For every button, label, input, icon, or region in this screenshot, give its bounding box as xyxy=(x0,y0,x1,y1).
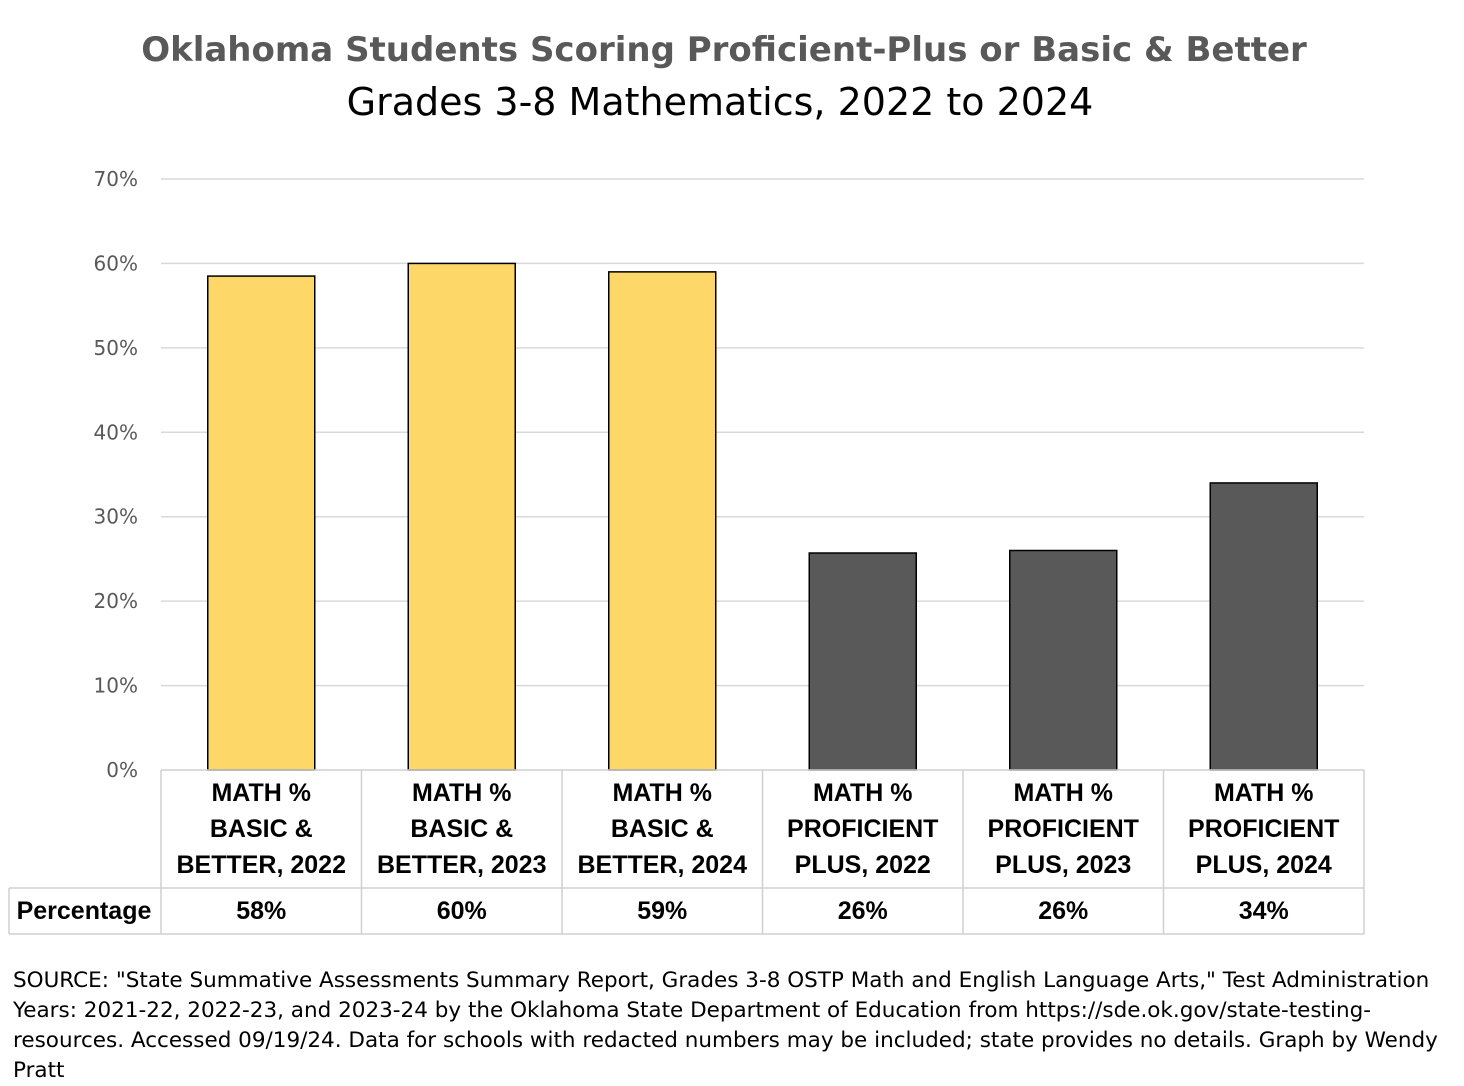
table-value: 34% xyxy=(1239,897,1289,925)
x-category-label: MATH % xyxy=(813,779,913,807)
x-category-label: PROFICIENT xyxy=(787,815,938,843)
bar-chart: 0% 10% 20% 30% 40% 50% 60% 70% MATH % BASIC & BETT… xyxy=(8,167,1365,935)
x-category-label: MATH % xyxy=(1013,779,1113,807)
x-category-label: MATH % xyxy=(412,779,512,807)
x-category-label: MATH % xyxy=(211,779,311,807)
table-value: 26% xyxy=(838,897,888,925)
x-category-label: PLUS, 2022 xyxy=(795,851,931,879)
x-category-label: PLUS, 2023 xyxy=(995,851,1131,879)
x-category-label: BASIC & xyxy=(210,815,313,843)
bar xyxy=(207,275,316,771)
x-category-label: BETTER, 2023 xyxy=(377,851,547,879)
y-tick-label: 30% xyxy=(94,505,138,529)
chart-title: Oklahoma Students Scoring Proficient-Plu… xyxy=(141,30,1307,70)
source-note: SOURCE: "State Summative Assessments Sum… xyxy=(13,968,1438,1083)
y-tick-label: 0% xyxy=(106,758,138,782)
bar xyxy=(1009,549,1118,771)
x-category-label: BASIC & xyxy=(410,815,513,843)
x-category-label: BASIC & xyxy=(611,815,714,843)
table-value: 59% xyxy=(637,897,687,925)
x-category-label: MATH % xyxy=(612,779,712,807)
table-value: 58% xyxy=(236,897,286,925)
x-category-label: BETTER, 2024 xyxy=(577,851,747,879)
bar xyxy=(1209,482,1318,771)
table-value: 26% xyxy=(1038,897,1088,925)
y-tick-label: 10% xyxy=(94,674,138,698)
y-tick-label: 70% xyxy=(94,167,138,191)
x-category-label: PLUS, 2024 xyxy=(1196,851,1332,879)
chart-subtitle: Grades 3-8 Mathematics, 2022 to 2024 xyxy=(346,80,1094,124)
y-tick-label: 60% xyxy=(94,251,138,275)
x-category-label: BETTER, 2022 xyxy=(176,851,346,879)
bar xyxy=(407,262,516,771)
x-category-label: PROFICIENT xyxy=(1188,815,1339,843)
y-tick-label: 20% xyxy=(94,589,138,613)
y-tick-label: 50% xyxy=(94,336,138,360)
table-value: 60% xyxy=(437,897,487,925)
y-tick-label: 40% xyxy=(94,420,138,444)
table-row-label: Percentage xyxy=(17,897,152,925)
x-category-label: PROFICIENT xyxy=(988,815,1139,843)
bar xyxy=(808,552,917,771)
bar xyxy=(608,271,717,771)
x-category-label: MATH % xyxy=(1214,779,1314,807)
